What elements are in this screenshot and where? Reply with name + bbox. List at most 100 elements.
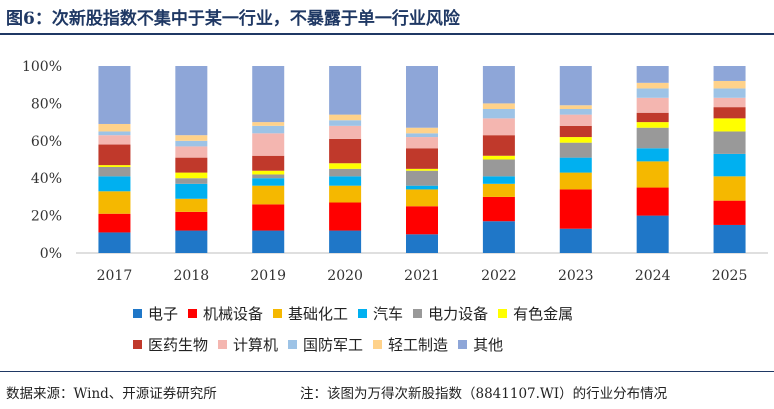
bar-segment-2018-3 (175, 183, 208, 199)
bar-segment-2024-3 (636, 148, 669, 162)
bar-segment-2025-6 (713, 107, 746, 119)
bar-segment-2024-10 (636, 66, 669, 83)
legend-swatch (218, 340, 228, 349)
bar-segment-2018-5 (175, 172, 208, 179)
x-tick-label: 2024 (635, 268, 671, 284)
bar-segment-2025-1 (713, 200, 746, 225)
bar-segment-2024-8 (636, 88, 669, 98)
bar-segment-2025-4 (713, 131, 746, 154)
y-tick-label: 100% (22, 59, 62, 75)
bar-segment-2019-10 (252, 66, 285, 123)
bar-segment-2021-1 (406, 206, 438, 235)
bar-segment-2019-6 (252, 155, 285, 171)
bar-segment-2021-0 (406, 234, 438, 253)
bar-segment-2025-9 (713, 80, 746, 89)
legend-item: 医药生物 (133, 334, 208, 355)
bar-segment-2021-10 (406, 66, 438, 128)
legend-item: 轻工制造 (373, 334, 448, 355)
legend-swatch (458, 340, 468, 349)
legend-swatch (498, 309, 508, 318)
bar-segment-2019-2 (252, 185, 285, 205)
bar-segment-2021-8 (406, 133, 438, 138)
bar-segment-2018-8 (175, 140, 208, 147)
x-tick-label: 2022 (481, 268, 517, 284)
bar-segment-2017-7 (98, 135, 131, 145)
bar-segment-2022-6 (482, 135, 515, 156)
legend-label: 有色金属 (513, 305, 574, 323)
legend-label: 轻工制造 (388, 336, 449, 354)
legend-label: 基础化工 (288, 305, 349, 323)
bar-segment-2018-0 (175, 230, 208, 253)
legend-item: 有色金属 (498, 303, 573, 324)
x-tick-label: 2017 (97, 268, 133, 284)
legend-swatch (133, 309, 142, 318)
x-tick-label: 2021 (404, 268, 440, 284)
bar-segment-2021-6 (406, 148, 438, 169)
bar-segment-2023-4 (559, 142, 592, 158)
bar-segment-2021-7 (406, 137, 438, 149)
stacked-bar-chart: 0% 20% 40% 60% 80% 100% 2017 2018 2019 2020 2021 20… (22, 59, 768, 284)
bar-segment-2024-5 (636, 122, 669, 128)
bar-segment-2020-7 (329, 125, 362, 139)
bar-segment-2017-9 (98, 123, 131, 132)
legend-swatch (288, 340, 298, 349)
legend-item: 电力设备 (413, 303, 488, 324)
bar-segment-2019-4 (252, 174, 285, 179)
bar-segment-2020-10 (329, 66, 362, 115)
bar-segment-2024-0 (636, 215, 669, 253)
legend-item: 电子 (133, 303, 178, 324)
bar-segment-2021-4 (406, 170, 438, 186)
y-tick-label: 80% (31, 96, 62, 112)
legend-swatch (273, 309, 283, 318)
bar-segment-2018-6 (175, 157, 208, 173)
bar-segment-2024-1 (636, 187, 669, 216)
bar-segment-2023-6 (559, 125, 592, 138)
legend-row-1: 电子 机械设备 基础化工 汽车 电力设备 有色金属 (133, 303, 583, 324)
legend-item: 计算机 (218, 334, 278, 355)
bar-segment-2020-2 (329, 185, 362, 203)
bar-segment-2021-3 (406, 185, 438, 190)
bar-segment-2024-2 (636, 161, 669, 188)
bar-segment-2017-1 (98, 213, 131, 233)
bar-segment-2020-5 (329, 163, 362, 169)
x-tick-label: 2023 (558, 268, 594, 284)
legend-item: 国防军工 (288, 334, 363, 355)
bar-segment-2025-5 (713, 118, 746, 132)
bar-segment-2018-4 (175, 178, 208, 184)
bar-segment-2025-7 (713, 97, 746, 108)
bar-segment-2023-1 (559, 189, 592, 229)
bar-segment-2022-8 (482, 109, 515, 119)
bar-segment-2022-4 (482, 159, 515, 177)
bar-segment-2025-2 (713, 176, 746, 201)
bar-segment-2024-4 (636, 127, 669, 149)
bar-segment-2023-0 (559, 228, 592, 253)
legend-swatch (133, 340, 142, 349)
y-tick-label: 60% (31, 134, 62, 150)
bar-segment-2019-7 (252, 133, 285, 156)
bar-segment-2017-10 (98, 66, 131, 124)
bar-segment-2020-1 (329, 202, 362, 231)
bar-segment-2019-9 (252, 122, 285, 126)
x-tick-label: 2020 (327, 268, 363, 284)
bar-segment-2025-3 (713, 153, 746, 177)
bar-segment-2018-10 (175, 66, 208, 136)
bar-segment-2020-4 (329, 168, 362, 177)
bar-segment-2017-4 (98, 166, 131, 177)
bar-segment-2022-9 (482, 103, 515, 110)
bar-segment-2023-2 (559, 172, 592, 190)
bar-segment-2020-6 (329, 138, 362, 164)
bar-segment-2020-9 (329, 114, 362, 121)
bar-segment-2017-6 (98, 144, 131, 166)
legend-swatch (413, 309, 423, 318)
legend-label: 汽车 (373, 305, 404, 323)
bar-segment-2025-0 (713, 224, 746, 253)
bar-segment-2022-7 (482, 118, 515, 136)
legend-swatch (373, 340, 383, 349)
title-divider (0, 33, 774, 35)
bar-segment-2018-7 (175, 146, 208, 158)
bar-segment-2017-8 (98, 131, 131, 136)
legend-row-2: 医药生物 计算机 国防军工 轻工制造 其他 (133, 334, 513, 355)
legend-item: 汽车 (358, 303, 403, 324)
bar-segment-2020-0 (329, 230, 362, 253)
x-tick-label: 2025 (712, 268, 748, 284)
